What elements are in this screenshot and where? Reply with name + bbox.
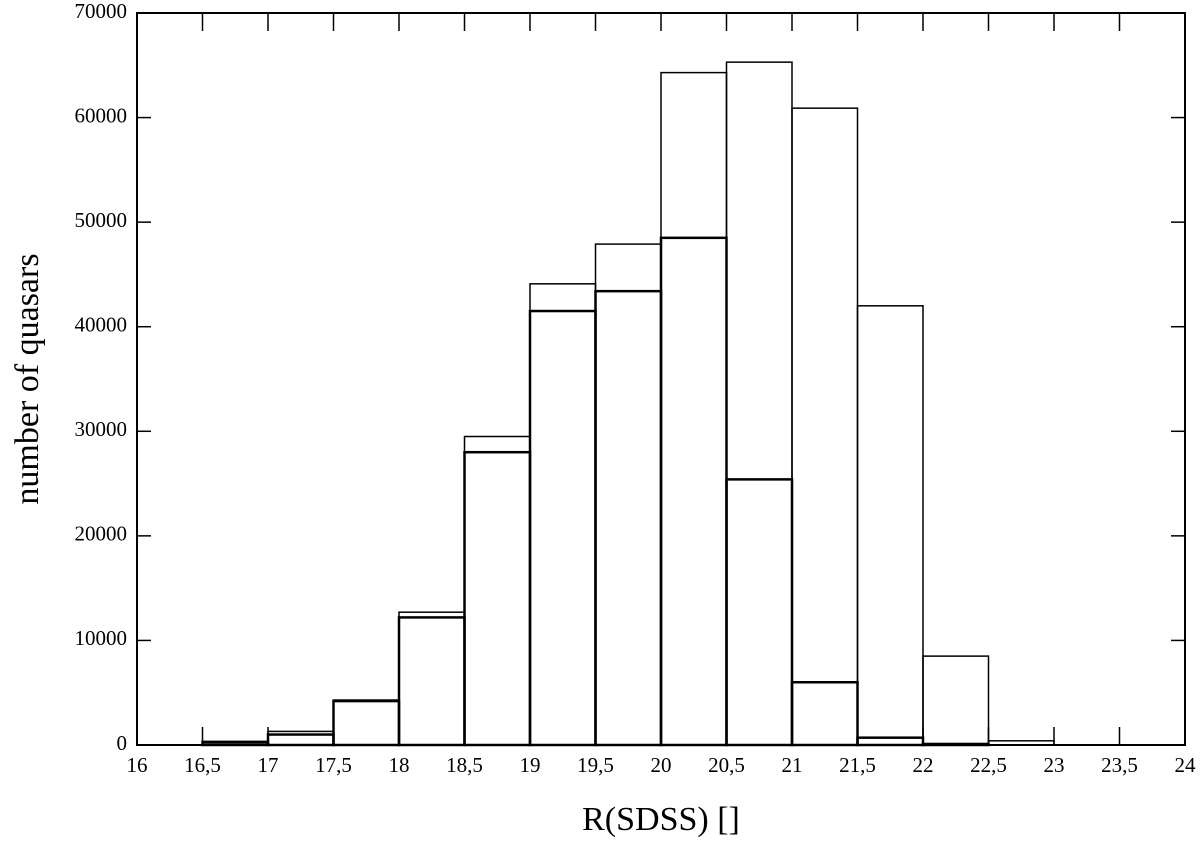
x-tick-label: 23 bbox=[1044, 753, 1065, 777]
x-tick-label: 20,5 bbox=[708, 753, 745, 777]
histogram-bar bbox=[922, 655, 990, 746]
histogram-bar bbox=[332, 699, 401, 747]
x-tick-label: 18 bbox=[389, 753, 410, 777]
histogram-bar bbox=[463, 435, 531, 746]
x-tick-label: 17 bbox=[258, 753, 279, 777]
x-tick-label: 24 bbox=[1175, 753, 1197, 777]
histogram-bar bbox=[398, 611, 466, 746]
y-tick-label: 0 bbox=[117, 731, 128, 755]
histogram-bar bbox=[529, 283, 597, 746]
y-tick-label: 70000 bbox=[75, 0, 128, 23]
histogram-bar bbox=[594, 243, 662, 746]
y-axis-label: number of quasars bbox=[9, 253, 46, 504]
histogram-bar bbox=[856, 305, 924, 746]
y-tick-label: 10000 bbox=[75, 626, 128, 650]
histogram-bar bbox=[725, 478, 794, 747]
histogram-bar bbox=[659, 236, 728, 747]
x-tick-label: 16,5 bbox=[184, 753, 221, 777]
histogram-bar bbox=[594, 289, 663, 747]
x-tick-label: 22 bbox=[913, 753, 934, 777]
histogram-bar bbox=[856, 736, 925, 747]
histogram-bar bbox=[790, 681, 859, 747]
histogram-bar bbox=[266, 733, 335, 747]
x-tick-label: 20 bbox=[651, 753, 672, 777]
histogram-bar bbox=[397, 616, 466, 747]
x-tick-label: 22,5 bbox=[970, 753, 1007, 777]
x-tick-label: 21 bbox=[782, 753, 803, 777]
x-tick-label: 21,5 bbox=[839, 753, 876, 777]
x-tick-label: 23,5 bbox=[1101, 753, 1138, 777]
histogram-bar bbox=[921, 742, 990, 747]
y-tick-label: 50000 bbox=[75, 208, 128, 232]
x-axis-label: R(SDSS) [] bbox=[582, 801, 740, 838]
x-tick-label: 16 bbox=[127, 753, 148, 777]
y-tick-label: 20000 bbox=[75, 522, 128, 546]
histogram-bar bbox=[725, 61, 793, 746]
y-tick-label: 60000 bbox=[75, 103, 128, 127]
histogram-bar bbox=[528, 309, 597, 747]
histogram-bar bbox=[332, 699, 400, 746]
x-tick-label: 18,5 bbox=[446, 753, 483, 777]
x-tick-label: 17,5 bbox=[315, 753, 352, 777]
histogram-bar bbox=[463, 450, 532, 747]
x-tick-label: 19,5 bbox=[577, 753, 614, 777]
histogram-bar bbox=[791, 107, 859, 746]
histogram-bar bbox=[987, 740, 1055, 746]
x-tick-label: 19 bbox=[520, 753, 541, 777]
y-tick-label: 40000 bbox=[75, 313, 128, 337]
y-tick-label: 30000 bbox=[75, 417, 128, 441]
histogram-bar bbox=[660, 71, 728, 746]
